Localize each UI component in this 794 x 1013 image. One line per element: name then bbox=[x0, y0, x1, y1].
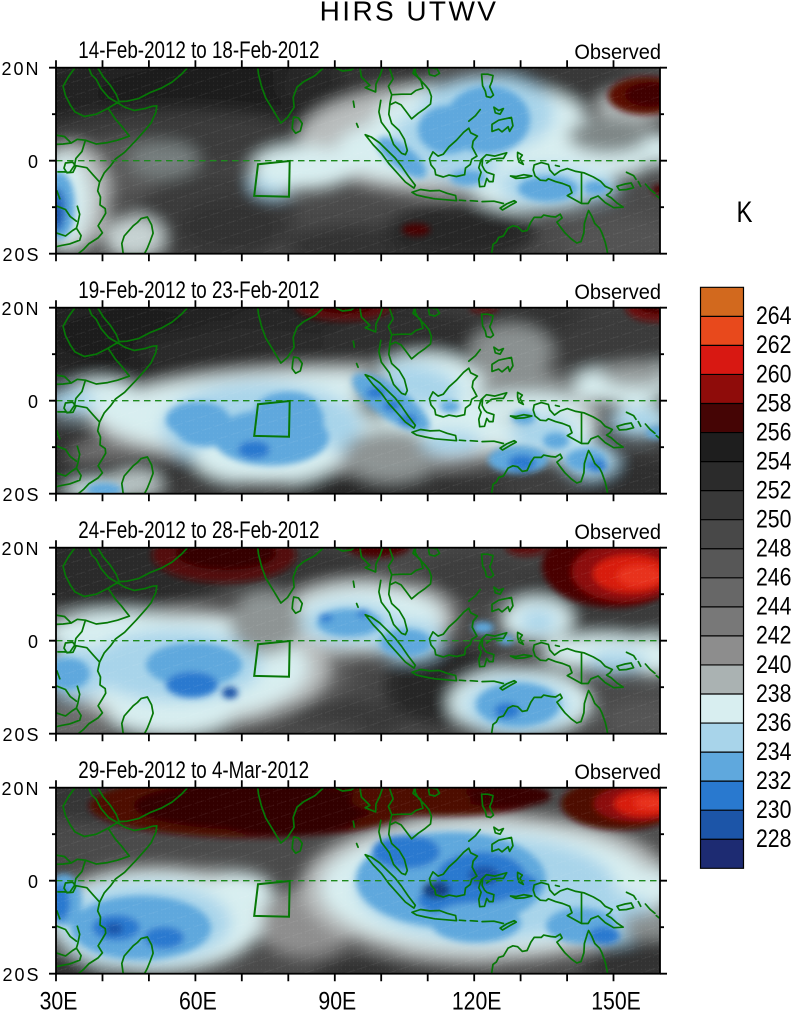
svg-text:150E: 150E bbox=[591, 987, 641, 1013]
svg-text:20N: 20N bbox=[1, 299, 40, 319]
svg-text:HIRS UTWV: HIRS UTWV bbox=[320, 0, 499, 27]
svg-text:Observed: Observed bbox=[574, 280, 661, 304]
svg-text:244: 244 bbox=[756, 592, 792, 620]
svg-text:20S: 20S bbox=[2, 725, 40, 745]
svg-text:120E: 120E bbox=[452, 987, 502, 1013]
svg-text:232: 232 bbox=[756, 766, 791, 794]
svg-text:20S: 20S bbox=[2, 485, 40, 505]
svg-text:238: 238 bbox=[756, 679, 791, 707]
svg-text:248: 248 bbox=[756, 534, 791, 562]
svg-text:260: 260 bbox=[756, 360, 791, 388]
svg-text:Observed: Observed bbox=[574, 40, 661, 64]
svg-text:0: 0 bbox=[28, 152, 38, 172]
svg-text:234: 234 bbox=[756, 737, 792, 765]
svg-text:24-Feb-2012 to 28-Feb-2012: 24-Feb-2012 to 28-Feb-2012 bbox=[78, 517, 319, 544]
svg-text:252: 252 bbox=[756, 476, 791, 504]
svg-text:0: 0 bbox=[28, 872, 38, 892]
svg-text:Observed: Observed bbox=[574, 520, 661, 544]
svg-text:258: 258 bbox=[756, 389, 791, 417]
svg-text:20N: 20N bbox=[1, 59, 40, 79]
svg-text:K: K bbox=[736, 194, 752, 228]
svg-text:262: 262 bbox=[756, 331, 791, 359]
svg-text:264: 264 bbox=[756, 302, 792, 330]
svg-text:20N: 20N bbox=[1, 539, 40, 559]
svg-text:14-Feb-2012 to 18-Feb-2012: 14-Feb-2012 to 18-Feb-2012 bbox=[78, 37, 319, 64]
svg-text:Observed: Observed bbox=[574, 760, 661, 784]
svg-text:19-Feb-2012 to 23-Feb-2012: 19-Feb-2012 to 23-Feb-2012 bbox=[78, 277, 319, 304]
svg-text:30E: 30E bbox=[40, 987, 78, 1013]
svg-text:242: 242 bbox=[756, 621, 791, 649]
svg-text:240: 240 bbox=[756, 650, 791, 678]
svg-text:246: 246 bbox=[756, 563, 791, 591]
svg-text:90E: 90E bbox=[318, 987, 356, 1013]
svg-text:29-Feb-2012 to 4-Mar-2012: 29-Feb-2012 to 4-Mar-2012 bbox=[78, 757, 309, 784]
svg-text:254: 254 bbox=[756, 447, 792, 475]
svg-text:250: 250 bbox=[756, 505, 791, 533]
svg-text:0: 0 bbox=[28, 632, 38, 652]
svg-text:20S: 20S bbox=[2, 245, 40, 265]
svg-text:256: 256 bbox=[756, 418, 791, 446]
svg-text:60E: 60E bbox=[179, 987, 217, 1013]
svg-text:20S: 20S bbox=[2, 965, 40, 985]
svg-text:0: 0 bbox=[28, 392, 38, 412]
svg-text:20N: 20N bbox=[1, 779, 40, 799]
svg-text:228: 228 bbox=[756, 824, 791, 852]
svg-text:236: 236 bbox=[756, 708, 791, 736]
svg-text:230: 230 bbox=[756, 795, 791, 823]
